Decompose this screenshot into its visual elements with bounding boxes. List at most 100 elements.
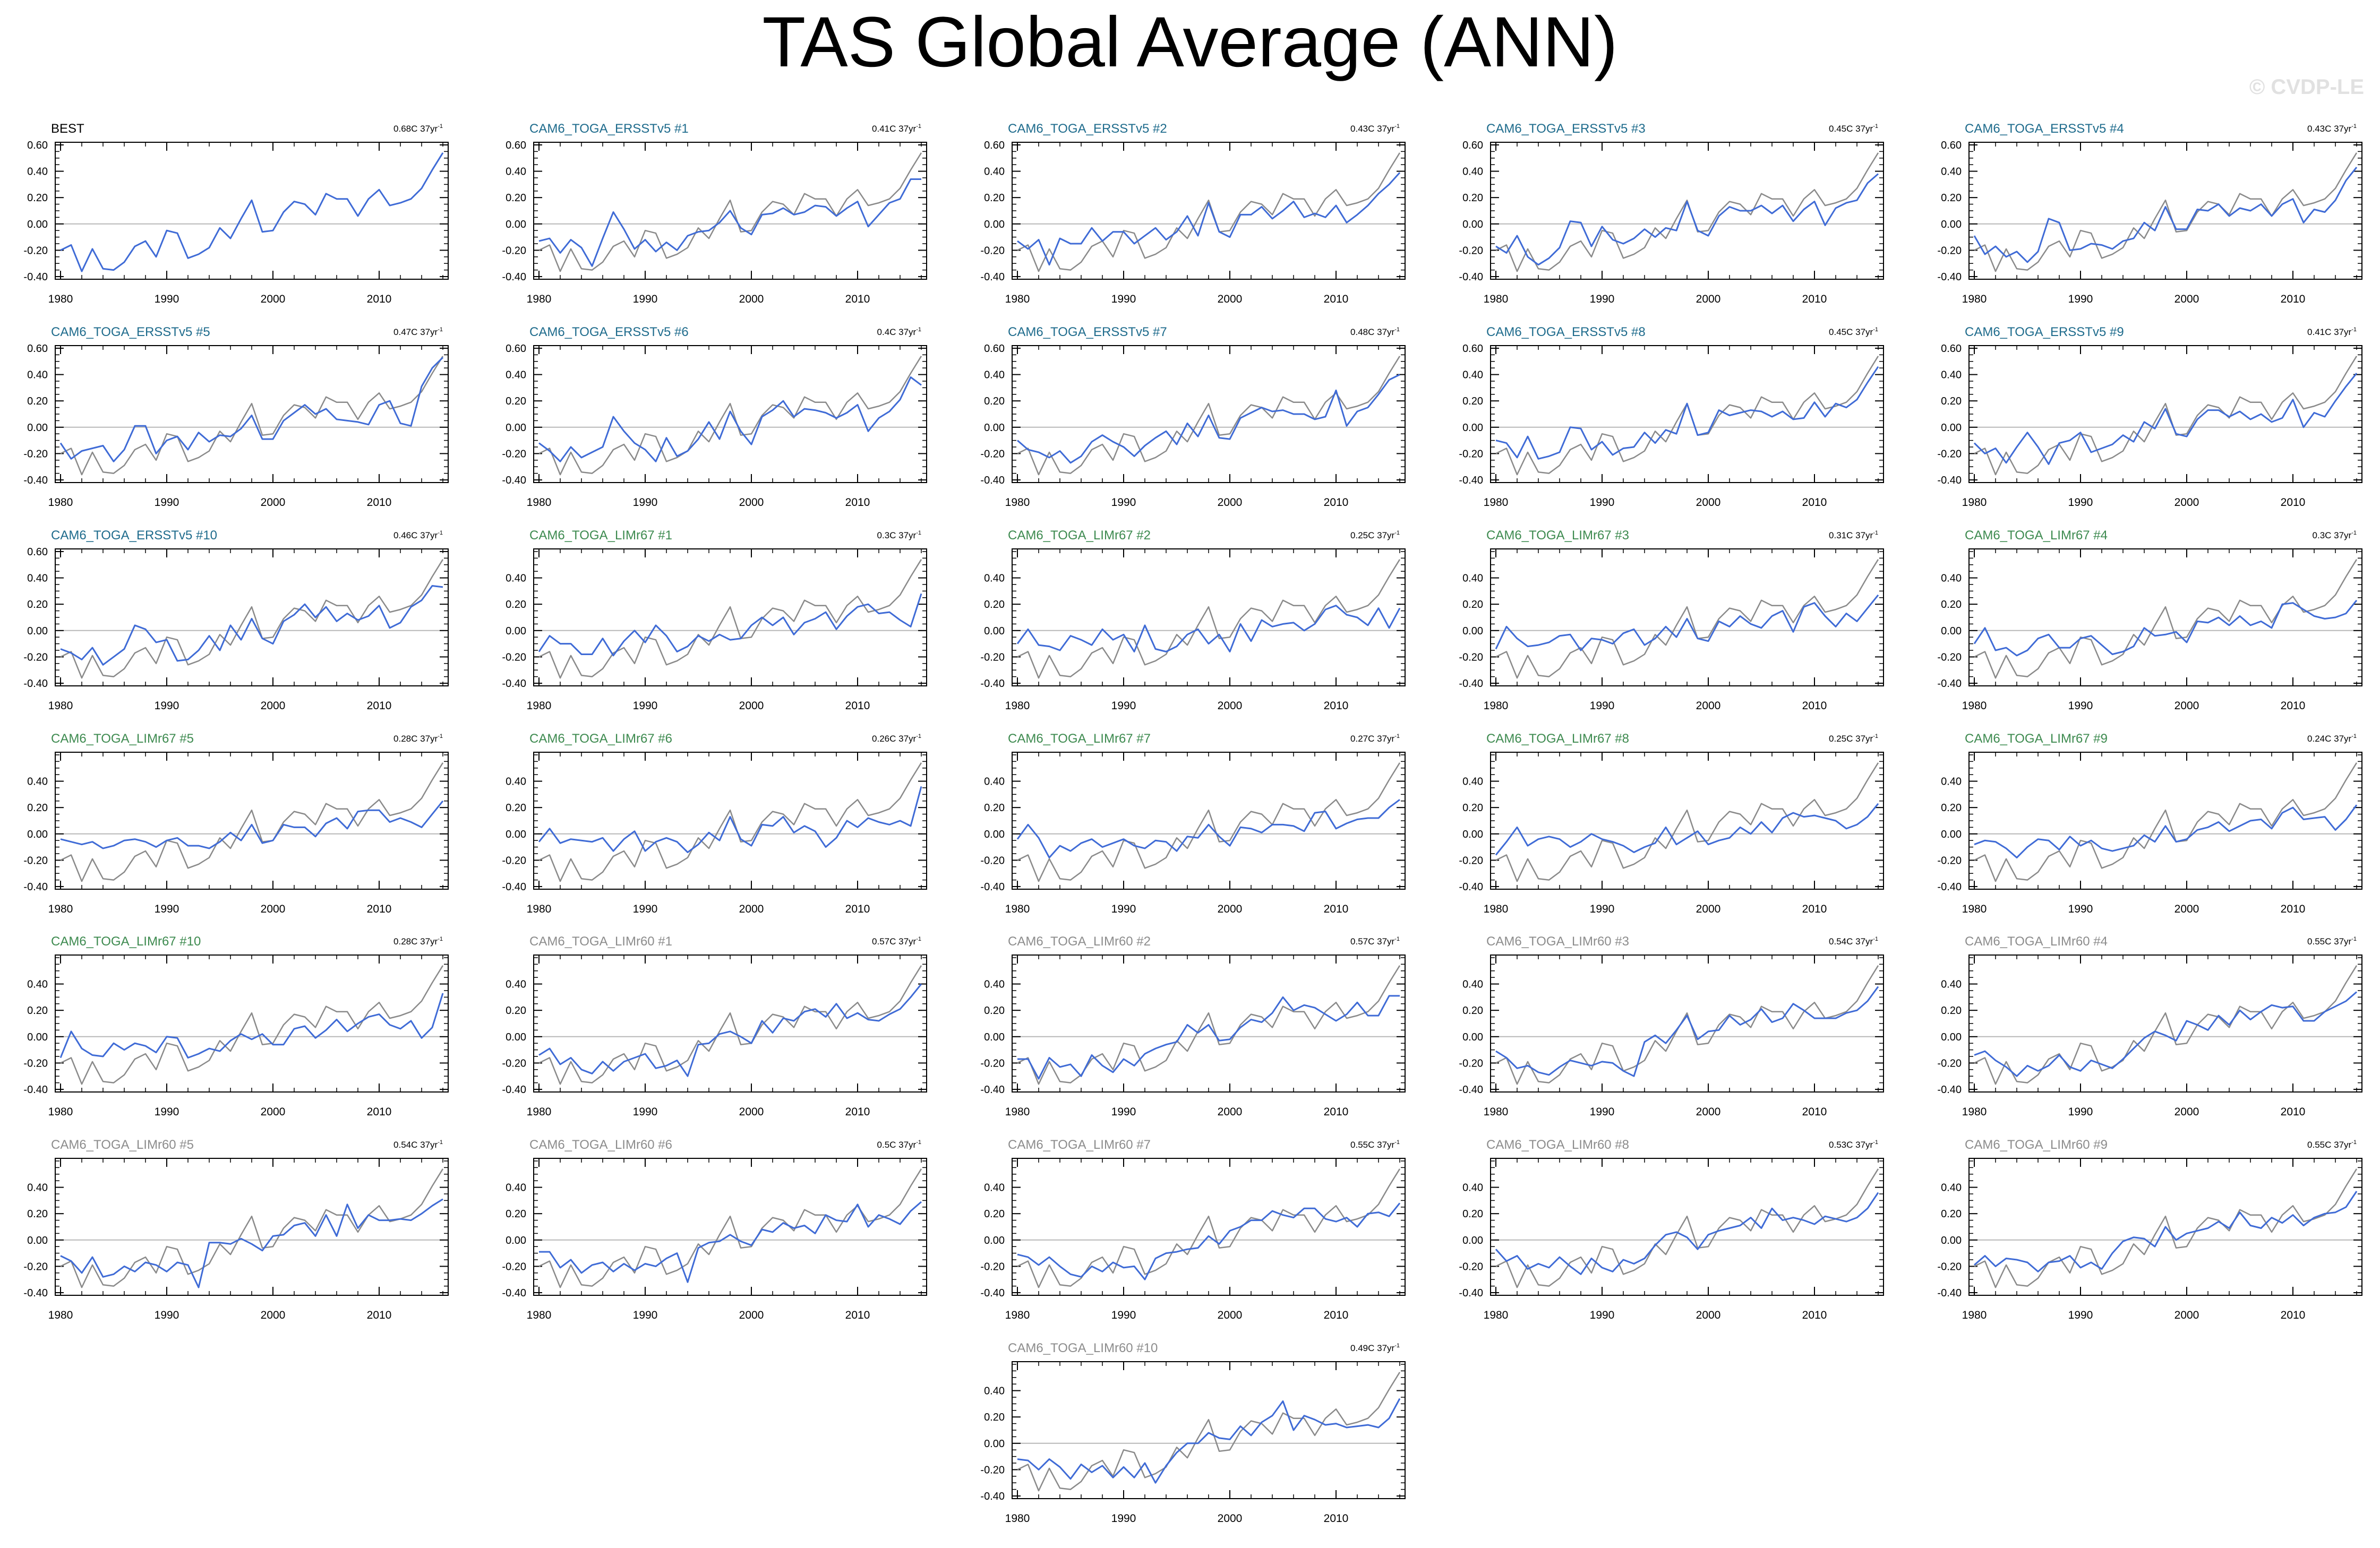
x-tick-label: 2010: [1802, 1309, 1827, 1321]
model-series-line: [1973, 373, 2358, 465]
y-tick-label: 0.40: [984, 1182, 1005, 1194]
x-tick-label: 2010: [367, 1309, 392, 1321]
y-tick-label: -0.20: [502, 1261, 526, 1272]
x-tick-label: 2010: [845, 903, 870, 915]
y-tick-label: 0.40: [1941, 369, 1962, 381]
trend-label: 0.43C 37yr-1: [2307, 123, 2357, 134]
y-tick-label: 0.20: [1941, 1208, 1962, 1220]
y-tick-label: 0.00: [984, 829, 1005, 840]
y-tick-label: 0.20: [1941, 599, 1962, 610]
panel-title: CAM6_TOGA_ERSSTv5 #5: [51, 325, 210, 339]
y-tick-label: 0.20: [1941, 802, 1962, 814]
y-tick-label: -0.20: [1937, 245, 1962, 256]
y-tick-label: 0.20: [1462, 1208, 1483, 1220]
y-tick-label: -0.20: [23, 855, 48, 866]
obs-series-line: [1017, 1372, 1401, 1492]
y-tick-label: -0.40: [1459, 881, 1483, 893]
x-tick-label: 1980: [527, 1106, 552, 1118]
y-tick-label: 0.60: [984, 343, 1005, 355]
y-tick-label: -0.40: [980, 881, 1005, 893]
chart-panel: CAM6_TOGA_ERSSTv5 #7 0.48C 37yr-1 -0.40 -0.…: [980, 325, 1406, 509]
trend-label: 0.47C 37yr-1: [393, 326, 443, 337]
obs-series-line: [1017, 762, 1401, 882]
y-tick-label: -0.40: [980, 1491, 1005, 1502]
y-tick-label: 0.20: [506, 802, 526, 814]
x-tick-label: 2010: [1324, 903, 1349, 915]
x-tick-label: 2010: [367, 903, 392, 915]
obs-series-line: [538, 152, 922, 272]
x-tick-label: 1990: [155, 496, 179, 509]
model-series-line: [60, 585, 443, 666]
plot-frame: [533, 548, 927, 686]
y-tick-label: -0.20: [502, 448, 526, 460]
x-tick-label: 2000: [739, 700, 764, 712]
trend-label: 0.25C 37yr-1: [1829, 733, 1878, 744]
y-tick-label: 0.20: [27, 599, 48, 610]
plot-frame: [1012, 752, 1406, 890]
x-tick-label: 2000: [1696, 1309, 1721, 1321]
y-tick-label: 0.00: [506, 1235, 526, 1246]
x-tick-label: 2010: [2281, 496, 2306, 509]
obs-series-line: [538, 965, 922, 1085]
x-tick-label: 1990: [2068, 700, 2093, 712]
y-tick-label: -0.40: [1937, 1287, 1962, 1299]
plot-frame: [533, 954, 927, 1093]
model-series-line: [1017, 1398, 1401, 1484]
y-tick-label: 0.40: [506, 369, 526, 381]
y-tick-label: 0.40: [1941, 1182, 1962, 1194]
y-tick-label: 0.20: [984, 395, 1005, 407]
y-tick-label: -0.40: [1937, 1084, 1962, 1096]
y-tick-label: -0.20: [1459, 651, 1483, 663]
y-tick-label: -0.20: [980, 855, 1005, 866]
chart-panel: CAM6_TOGA_LIMr60 #10 0.49C 37yr-1 -0.40 -0.…: [980, 1341, 1406, 1525]
y-tick-label: 0.40: [27, 776, 48, 788]
y-tick-label: 0.40: [1462, 979, 1483, 991]
y-tick-label: 0.00: [506, 1031, 526, 1043]
trend-label: 0.48C 37yr-1: [1350, 326, 1400, 337]
y-tick-label: 0.20: [1462, 802, 1483, 814]
x-tick-label: 1980: [527, 293, 552, 305]
chart-panel: CAM6_TOGA_ERSSTv5 #5 0.47C 37yr-1 -0.40 -0.…: [23, 325, 449, 509]
y-tick-label: 0.00: [984, 1235, 1005, 1246]
x-tick-label: 1990: [155, 700, 179, 712]
plot-frame: [1012, 548, 1406, 686]
obs-series-line: [1017, 559, 1401, 679]
x-tick-label: 2010: [1802, 1106, 1827, 1118]
x-tick-label: 1990: [1111, 293, 1136, 305]
y-tick-label: 0.00: [1462, 1031, 1483, 1043]
chart-panel: CAM6_TOGA_ERSSTv5 #9 0.41C 37yr-1 -0.40 -0.…: [1937, 325, 2362, 509]
x-tick-label: 1980: [527, 1309, 552, 1321]
plot-frame: [1968, 548, 2362, 686]
panel-title: CAM6_TOGA_LIMr67 #4: [1965, 528, 2108, 543]
y-tick-label: -0.40: [1937, 678, 1962, 690]
x-tick-label: 2000: [2174, 293, 2199, 305]
x-tick-label: 2000: [1218, 1512, 1243, 1525]
x-tick-label: 1990: [633, 903, 658, 915]
obs-series-line: [1495, 1168, 1879, 1288]
obs-series-line: [1974, 965, 2358, 1085]
x-tick-label: 2010: [1324, 700, 1349, 712]
y-tick-label: 0.40: [984, 369, 1005, 381]
y-tick-label: 0.00: [1941, 1031, 1962, 1043]
y-tick-label: -0.20: [1937, 448, 1962, 460]
x-tick-label: 1980: [48, 1106, 73, 1118]
plot-frame: [1490, 752, 1884, 890]
y-tick-label: 0.00: [1941, 625, 1962, 637]
x-tick-label: 2000: [1218, 1106, 1243, 1118]
chart-panel: BEST 0.68C 37yr-1 -0.40 -0.20 0.00 0.20 0.40 0.…: [23, 122, 449, 305]
x-tick-label: 2000: [739, 1106, 764, 1118]
x-tick-label: 1980: [1962, 1309, 1987, 1321]
x-tick-label: 1980: [1962, 700, 1987, 712]
obs-series-line: [1017, 1168, 1401, 1288]
x-tick-label: 1980: [48, 1309, 73, 1321]
chart-panel: CAM6_TOGA_ERSSTv5 #6 0.4C 37yr-1 -0.40 -0.2…: [502, 325, 927, 509]
y-tick-label: 0.20: [984, 599, 1005, 610]
plot-frame: [533, 345, 927, 483]
y-tick-label: -0.20: [1937, 1057, 1962, 1069]
obs-series-line: [60, 965, 444, 1085]
y-tick-label: 0.00: [27, 422, 48, 434]
obs-series-line: [1974, 762, 2358, 882]
y-tick-label: 0.20: [506, 395, 526, 407]
trend-label: 0.46C 37yr-1: [393, 530, 443, 540]
y-tick-label: -0.20: [23, 651, 48, 663]
